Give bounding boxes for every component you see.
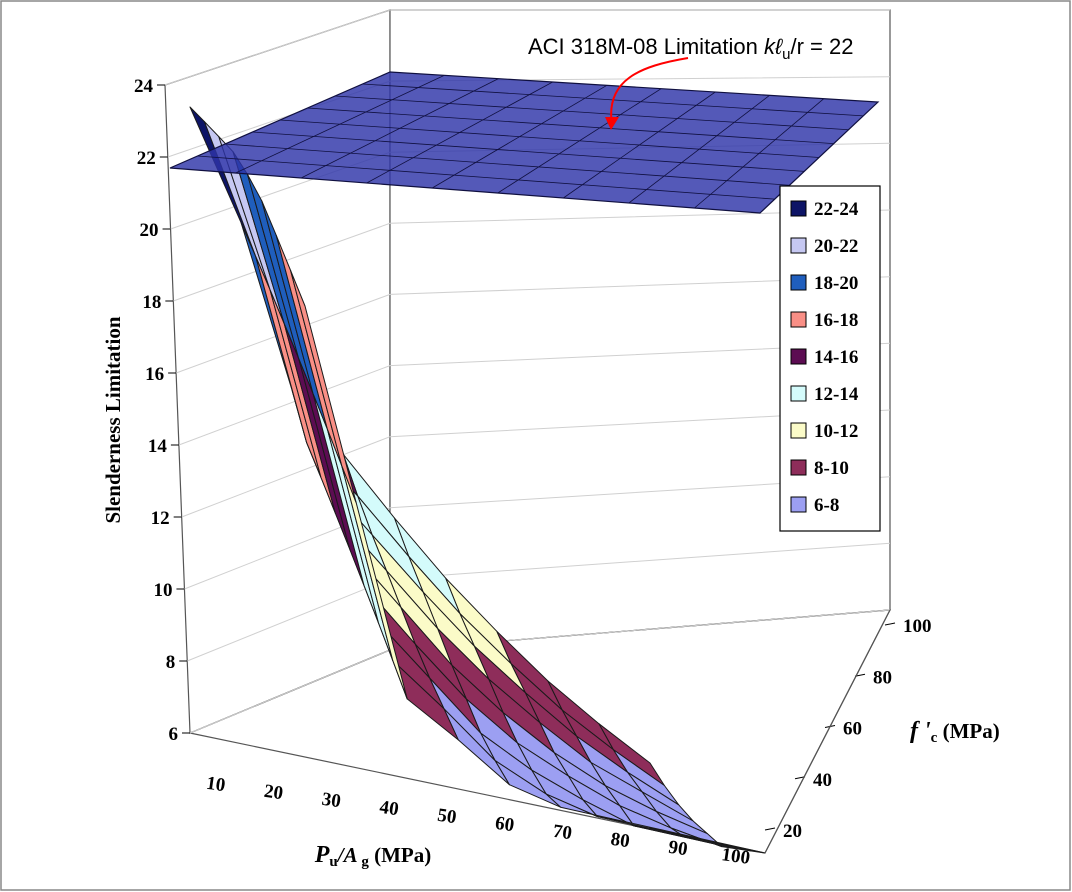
x-tick-label: 60 xyxy=(494,813,516,836)
legend-label: 18-20 xyxy=(814,273,858,294)
legend: 22-24 20-22 18-20 16-18 14-16 12-14 10-12 8-10 6… xyxy=(779,185,881,532)
z-tick-label: 10 xyxy=(153,580,172,601)
y-tick-mark xyxy=(764,827,776,831)
legend-label: 22-24 xyxy=(814,199,859,220)
x-tick-label: 40 xyxy=(378,797,400,820)
z-gridline xyxy=(184,476,891,590)
x-tick-label: 100 xyxy=(720,844,751,869)
x-axis-title: Pu/A g (MPa) xyxy=(314,842,432,870)
legend-swatch xyxy=(790,422,807,439)
plane-gridline xyxy=(334,95,849,131)
legend-label: 20-22 xyxy=(814,236,858,257)
y-tick-mark xyxy=(884,622,896,626)
surface-mesh xyxy=(189,106,766,854)
z-gridline xyxy=(175,276,891,374)
z-tick-label: 16 xyxy=(145,364,164,385)
legend-swatch xyxy=(790,348,807,365)
z-tick-label: 12 xyxy=(151,508,170,529)
z-tick-label: 18 xyxy=(142,292,161,313)
legend-swatch xyxy=(790,274,807,291)
z-tick-label: 22 xyxy=(137,148,156,169)
z-tick-label: 6 xyxy=(169,724,179,745)
plane-gridline xyxy=(197,155,775,200)
legend-swatch xyxy=(790,200,807,217)
plane-gridline xyxy=(307,107,834,145)
legend-label: 12-14 xyxy=(814,384,859,405)
legend-label: 8-10 xyxy=(814,458,849,479)
x-tick-label: 30 xyxy=(320,789,342,812)
aci-limit-plane xyxy=(169,71,880,214)
z-tick-label: 24 xyxy=(134,76,154,97)
annotation-arrow-head xyxy=(605,117,619,130)
legend-label: 6-8 xyxy=(814,495,839,516)
z-tick-label: 14 xyxy=(148,436,168,457)
legend-label: 16-18 xyxy=(814,310,858,331)
y-tick-label: 40 xyxy=(813,770,832,791)
x-tick-label: 70 xyxy=(552,821,574,844)
surface-cell xyxy=(290,270,357,503)
y-tick-label: 20 xyxy=(783,821,802,842)
y-tick-label: 80 xyxy=(873,667,892,688)
y-tick-label: 60 xyxy=(843,719,862,740)
plane-gridline xyxy=(224,143,790,186)
y-axis-title: f 'c (MPa) xyxy=(910,718,1000,746)
y-tick-mark xyxy=(794,776,806,780)
plane-gridline xyxy=(279,119,820,158)
legend-swatch xyxy=(790,459,807,476)
z-gridline xyxy=(181,409,891,518)
z-gridline xyxy=(164,9,890,86)
aci-annotation: ACI 318M-08 Limitation kℓu/r = 22 xyxy=(528,34,853,63)
legend-label: 14-16 xyxy=(814,347,858,368)
z-gridline xyxy=(173,209,891,302)
x-tick-label: 80 xyxy=(609,829,631,852)
axis-ticks: 6 8 10 12 14 16 18 20 22 24 10 20 30 40 50 60 70 80 90 100 2… xyxy=(134,76,932,869)
legend-swatch xyxy=(790,311,807,328)
legend-swatch xyxy=(790,237,807,254)
legend-swatch xyxy=(790,385,807,402)
z-tick-label: 8 xyxy=(166,652,176,673)
x-tick-label: 90 xyxy=(667,837,689,860)
y-axis-line xyxy=(764,609,891,854)
z-tick-label: 20 xyxy=(140,220,159,241)
legend-label: 10-12 xyxy=(814,421,858,442)
y-tick-label: 100 xyxy=(903,616,932,637)
legend-swatch xyxy=(790,496,807,513)
z-gridline xyxy=(178,342,891,446)
x-tick-label: 10 xyxy=(205,773,227,796)
x-tick-label: 20 xyxy=(263,781,285,804)
z-axis-title: Slenderness Limitation xyxy=(101,316,125,523)
annotation-arrow-line xyxy=(610,57,689,126)
x-tick-label: 50 xyxy=(436,805,458,828)
plane-gridline xyxy=(252,131,805,172)
